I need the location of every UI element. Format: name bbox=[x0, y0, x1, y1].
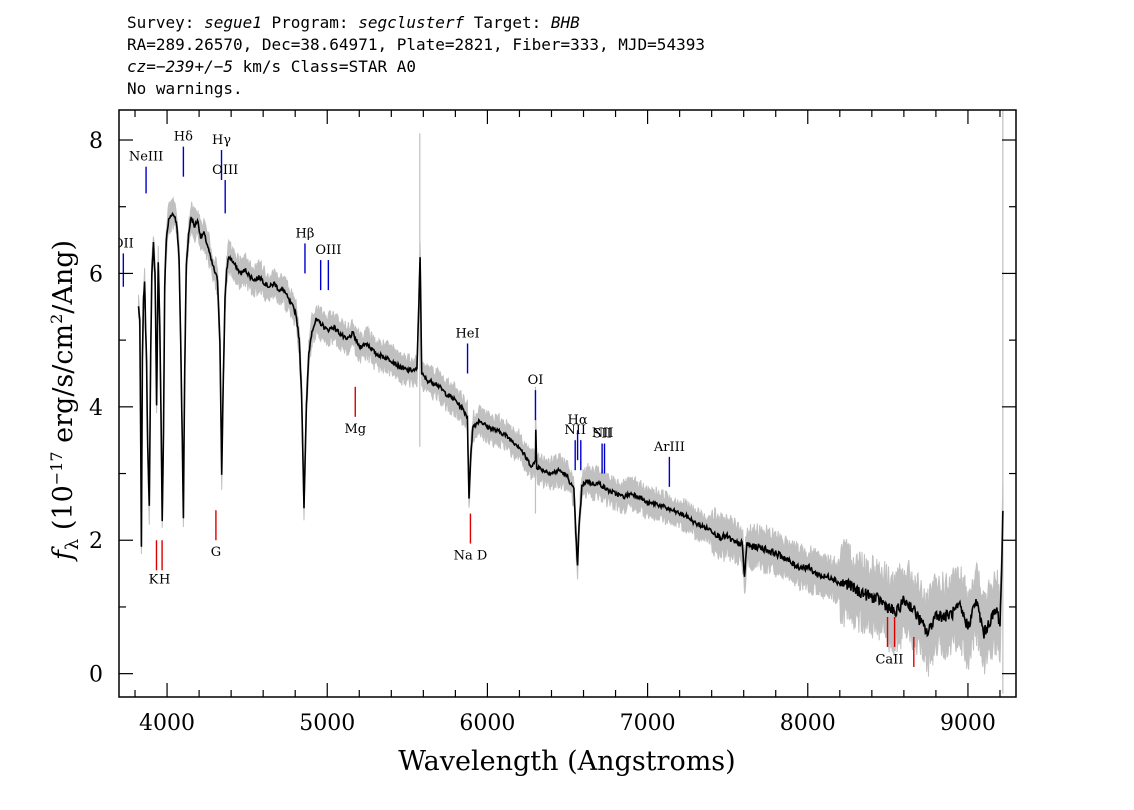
y-tick-label: 6 bbox=[89, 262, 103, 287]
header-line-warnings: No warnings. bbox=[127, 79, 243, 98]
flux-series bbox=[137, 211, 1004, 639]
spectrum-header: Survey: segue1 Program: segclusterf Targ… bbox=[127, 12, 705, 100]
line-label: NII bbox=[592, 426, 614, 441]
y-axis-title: fλ (10−17 erg/s/cm2/Ang) bbox=[47, 240, 83, 562]
line-label: Hβ bbox=[296, 226, 315, 241]
line-label: OIII bbox=[315, 243, 341, 258]
x-tick-label: 5000 bbox=[299, 711, 355, 736]
line-label: SII bbox=[593, 427, 612, 442]
line-label: Na D bbox=[454, 549, 488, 564]
line-label: Mg bbox=[344, 422, 366, 437]
x-tick-label: 4000 bbox=[139, 711, 195, 736]
x-axis-title: Wavelength (Angstroms) bbox=[398, 746, 735, 777]
plot-frame bbox=[118, 109, 1017, 698]
line-label: CaII bbox=[875, 653, 903, 668]
y-tick-label: 2 bbox=[89, 529, 103, 554]
line-label: G bbox=[211, 545, 221, 560]
header-line-coordinates: RA=289.26570, Dec=38.64971, Plate=2821, … bbox=[127, 35, 705, 54]
line-label: OII bbox=[113, 236, 134, 251]
line-label: K bbox=[149, 573, 159, 588]
x-tick-label: 6000 bbox=[459, 711, 515, 736]
line-label: H bbox=[159, 573, 170, 588]
redshift-value: −239+/−5 bbox=[155, 57, 233, 76]
line-label: OIII bbox=[212, 163, 238, 178]
line-label: Hγ bbox=[212, 133, 231, 148]
header-line-survey: Survey: segue1 Program: segclusterf Targ… bbox=[127, 13, 580, 32]
line-label: NII bbox=[564, 423, 586, 438]
line-label: Hα bbox=[568, 413, 588, 428]
line-label: OI bbox=[528, 373, 544, 388]
y-tick-label: 8 bbox=[89, 129, 103, 154]
header-line-redshift: cz=−239+/−5 km/s Class=STAR A0 bbox=[127, 57, 416, 76]
line-label: NeIII bbox=[129, 150, 163, 165]
line-label: HeI bbox=[455, 326, 479, 341]
line-label: Hδ bbox=[174, 130, 193, 145]
program-name: segclusterf bbox=[358, 13, 465, 32]
axis-ticks: 4000 5000 6000 7000 8000 9000 0 2 4 6 8 bbox=[89, 110, 1016, 736]
x-tick-label: 9000 bbox=[940, 711, 996, 736]
target-name: BHB bbox=[550, 13, 580, 32]
x-tick-label: 7000 bbox=[620, 711, 676, 736]
x-tick-label: 8000 bbox=[780, 711, 836, 736]
survey-name: segue1 bbox=[204, 13, 262, 32]
line-label: ArIII bbox=[653, 440, 685, 455]
y-tick-label: 0 bbox=[89, 663, 103, 688]
y-tick-label: 4 bbox=[89, 396, 103, 421]
error-band bbox=[138, 110, 1004, 694]
flux-line bbox=[137, 211, 1004, 639]
